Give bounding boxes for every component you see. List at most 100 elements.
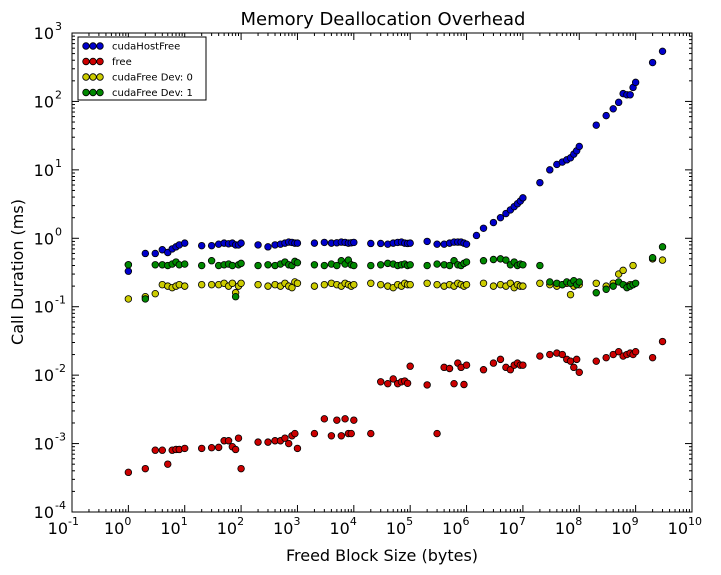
data-point	[264, 438, 272, 446]
y-tick-exponent: -2	[55, 362, 66, 375]
data-point	[489, 359, 498, 367]
series-free	[124, 337, 667, 477]
x-tick-exponent: 2	[237, 515, 244, 528]
data-point	[254, 438, 262, 446]
data-point	[575, 142, 583, 151]
data-point	[658, 243, 667, 251]
x-tick-label: 10 0	[104, 515, 131, 538]
data-point	[502, 256, 510, 264]
y-tick-base: 10	[34, 229, 54, 248]
x-tick-exponent: 3	[293, 515, 300, 528]
x-tick-exponent: 6	[463, 515, 470, 528]
legend-marker	[82, 73, 90, 81]
data-point	[519, 194, 527, 202]
data-point	[546, 350, 554, 359]
x-tick-label: 10 9	[611, 515, 638, 538]
x-tick-label: 10 6	[442, 515, 469, 538]
y-tick-exponent: 3	[55, 20, 62, 33]
data-point	[377, 378, 385, 386]
x-tick-exponent: 4	[350, 515, 357, 528]
data-point	[519, 261, 527, 269]
data-point	[377, 280, 385, 289]
data-point	[264, 282, 272, 290]
data-point	[423, 381, 431, 389]
data-point	[566, 290, 575, 299]
data-point	[337, 432, 346, 440]
plot-frame	[71, 32, 693, 513]
legend-label: cudaHostFree	[112, 42, 180, 53]
x-tick-base: 10	[104, 519, 124, 538]
data-point	[367, 429, 375, 438]
data-point	[536, 261, 544, 270]
y-tick-base: 10	[34, 503, 54, 522]
data-point	[489, 282, 498, 290]
data-point	[341, 415, 349, 423]
data-point	[234, 434, 243, 442]
data-point	[320, 415, 329, 423]
x-tick-exponent: 10	[688, 515, 702, 528]
data-point	[658, 47, 667, 56]
x-tick-base: 10	[442, 519, 462, 538]
y-tick-label: 10 -2	[34, 362, 66, 385]
data-point	[288, 283, 296, 292]
data-point	[181, 239, 189, 247]
data-point	[536, 178, 544, 187]
data-point	[406, 261, 414, 269]
series-cudahostfree	[124, 47, 667, 275]
data-point	[450, 379, 458, 388]
data-point	[158, 446, 166, 454]
data-point	[237, 279, 245, 287]
legend-label: cudaFree Dev: 1	[112, 88, 193, 99]
data-point	[264, 261, 272, 269]
data-point	[609, 282, 617, 290]
data-point	[631, 78, 640, 87]
legend-item: cudaFree Dev: 1	[82, 88, 193, 99]
data-point	[658, 337, 667, 346]
data-point	[197, 444, 206, 453]
x-tick-base: 10	[48, 519, 68, 538]
legend-marker	[82, 42, 90, 50]
data-point	[333, 261, 341, 270]
data-point	[141, 249, 150, 258]
y-tick-label: 10 -4	[34, 499, 66, 522]
data-point	[320, 280, 329, 289]
data-point	[619, 266, 627, 275]
data-point	[124, 261, 133, 269]
legend-marker	[96, 42, 104, 50]
data-point	[367, 279, 375, 287]
series-cudafree-dev-1	[124, 243, 667, 303]
data-point	[519, 361, 527, 369]
x-tick-label: 10 3	[273, 515, 300, 538]
data-point	[462, 240, 471, 248]
data-point	[614, 348, 623, 356]
x-tick-base: 10	[329, 519, 349, 538]
x-tick-base: 10	[499, 519, 519, 538]
data-point	[489, 218, 498, 227]
data-point	[570, 363, 578, 372]
data-point	[445, 261, 454, 270]
data-point	[558, 350, 567, 359]
y-axis-label: Call Duration (ms)	[8, 199, 27, 345]
legend-marker	[96, 73, 104, 81]
x-tick-exponent: 1	[181, 515, 188, 528]
x-tick-label: 10 8	[555, 515, 582, 538]
legend-marker	[82, 57, 90, 66]
data-point	[237, 239, 245, 247]
chart-title: Memory Deallocation Overhead	[241, 9, 526, 30]
data-point	[151, 249, 159, 258]
data-point	[546, 166, 554, 174]
data-point	[151, 261, 159, 269]
y-tick-base: 10	[34, 298, 54, 317]
x-tick-label: 10 -1	[48, 515, 79, 538]
data-point	[592, 289, 600, 297]
data-point	[350, 238, 358, 247]
y-tick-base: 10	[34, 161, 54, 180]
data-point	[207, 444, 216, 452]
data-point	[377, 239, 385, 248]
x-tick-exponent: 5	[406, 515, 413, 528]
data-point	[291, 429, 299, 438]
y-tick-exponent: -1	[55, 294, 66, 307]
x-tick-base: 10	[160, 519, 180, 538]
data-point	[228, 279, 237, 287]
data-point	[141, 295, 150, 303]
